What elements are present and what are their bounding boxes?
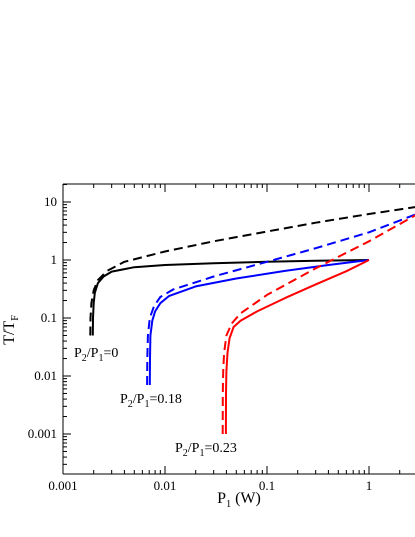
labels-layer: 0.001 0.01 0.1 1 10 1 0.1 0.01 0.001 P1 (W) T/TF P2… — [1, 194, 372, 510]
series-line-p2-p1-0-dashed — [89, 206, 415, 336]
annotation-p2p1-023: P2/P1=0.23 — [175, 441, 237, 459]
x-tick-label: 0.1 — [259, 478, 275, 493]
series-line-p2-p1-0-23-solid — [224, 259, 370, 435]
y-tick-label: 10 — [44, 194, 57, 209]
y-axis-label: T/TF — [1, 315, 21, 345]
series-line-p2-p1-0-23-dashed — [221, 214, 415, 435]
x-tick-label: 1 — [366, 478, 373, 493]
x-tick-label: 0.001 — [48, 478, 77, 493]
series-line-p2-p1-0-solid — [91, 259, 370, 336]
series-line-p2-p1-0-18-dashed — [146, 213, 415, 386]
axes — [62, 183, 415, 475]
x-axis-label: P1 (W) — [217, 490, 261, 510]
ticks-layer — [62, 184, 401, 474]
series-layer — [89, 206, 415, 435]
y-tick-label: 0.1 — [41, 310, 57, 325]
x-tick-label: 0.01 — [154, 478, 177, 493]
series-line-p2-p1-0-18-solid — [148, 259, 370, 386]
y-tick-label: 0.001 — [28, 426, 57, 441]
annotation-p2p1-0: P2/P1=0 — [74, 346, 118, 364]
annotation-p2p1-018: P2/P1=0.18 — [120, 392, 182, 410]
y-tick-label: 0.01 — [34, 368, 57, 383]
y-tick-label: 1 — [51, 252, 58, 267]
